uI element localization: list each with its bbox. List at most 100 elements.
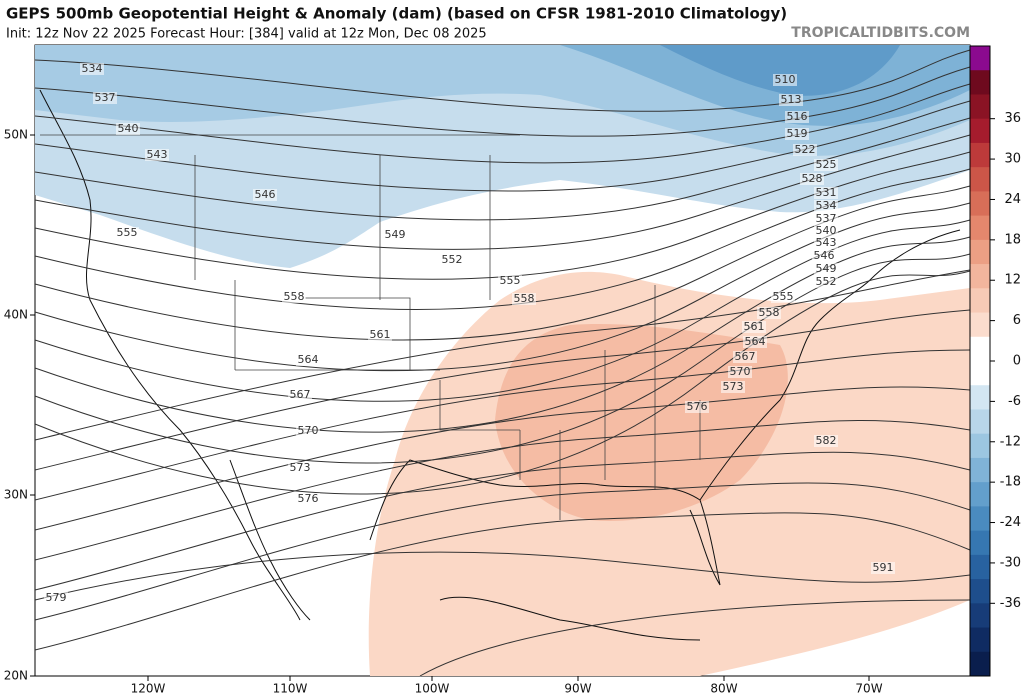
contour-line (34, 151, 971, 280)
contour-label-bg (814, 263, 838, 275)
lat-label: 30N (4, 488, 28, 502)
contour-label-bg (814, 159, 838, 171)
contour-label-bg (296, 354, 320, 366)
colorbar-band (970, 530, 990, 556)
contour-label: 561 (370, 328, 391, 341)
contour-label-bg (871, 562, 895, 574)
contour-label-bg (812, 250, 836, 262)
contour-label: 558 (514, 292, 535, 305)
contour-line (34, 117, 971, 221)
contour-label: 579 (46, 591, 67, 604)
colorbar-band (970, 312, 990, 338)
contour-label: 558 (284, 290, 305, 303)
contour-label: 540 (816, 224, 837, 237)
contour-line (419, 599, 971, 677)
colorbar-band (970, 409, 990, 435)
contour-label: 546 (814, 249, 835, 262)
contour-label-bg (733, 351, 757, 363)
colorbar-band (970, 264, 990, 289)
title: GEPS 500mb Geopotential Height & Anomaly… (6, 5, 787, 23)
colorbar-band (970, 482, 990, 507)
colorbar-label: 6 (1013, 313, 1021, 328)
contour-line (34, 49, 971, 112)
contour-label-bg (743, 336, 767, 348)
contour-line (34, 270, 971, 495)
contour-label: 567 (290, 388, 311, 401)
contour-line (34, 420, 971, 561)
contour-label: 591 (873, 561, 894, 574)
contour-label-bg (793, 144, 817, 156)
contour-line (34, 349, 971, 501)
lon-label: 120W (131, 682, 166, 696)
contour-label-bg (296, 493, 320, 505)
contour-line (34, 66, 971, 137)
contour-label-bg (116, 123, 140, 135)
contour-label-bg (773, 74, 797, 86)
contour-label: 528 (802, 172, 823, 185)
contour-label-bg (512, 293, 536, 305)
contour-line (34, 185, 971, 341)
contour-label: 552 (816, 275, 837, 288)
colorbar-label: 36 (1004, 111, 1021, 126)
contour-line (34, 309, 971, 471)
contour-line (34, 236, 971, 433)
colorbar-band (970, 385, 990, 410)
contour-label: 558 (759, 306, 780, 319)
contour-label-bg (800, 173, 824, 185)
contour-label-bg (80, 63, 104, 75)
colorbar-label: 12 (1004, 273, 1021, 288)
contour-label: 576 (298, 492, 319, 505)
contour-label: 552 (442, 253, 463, 266)
contour-line (34, 168, 971, 311)
contour-label: 531 (816, 186, 837, 199)
contour-label: 570 (298, 424, 319, 437)
contour-label-bg (368, 329, 392, 341)
colorbar-band (970, 191, 990, 217)
contour-label: 561 (744, 320, 765, 333)
contour-label-bg (93, 92, 117, 104)
contour-line (34, 202, 971, 372)
colorbar-band (970, 288, 990, 314)
contour-label-bg (742, 321, 766, 333)
colorbar-label: -18 (1000, 475, 1021, 490)
colorbar-label: -24 (1000, 515, 1021, 530)
contour-label-bg (814, 435, 838, 447)
lon-label: 80W (710, 682, 737, 696)
contour-line (34, 551, 971, 601)
colorbar-band (970, 118, 990, 144)
contour-label: 555 (500, 274, 521, 287)
contour-label: 576 (687, 400, 708, 413)
contour-label-bg (814, 200, 838, 212)
contour-label-bg (814, 237, 838, 249)
contour-label-bg (814, 213, 838, 225)
contour-label: 573 (290, 461, 311, 474)
contour-label: 573 (723, 380, 744, 393)
contour-label-bg (785, 111, 809, 123)
colorbar-band (970, 94, 990, 120)
contour-label: 567 (735, 350, 756, 363)
colorbar-label: -6 (1008, 394, 1021, 409)
colorbar-band (970, 167, 990, 192)
watermark: TROPICALTIDBITS.COM (791, 25, 970, 41)
contour-line (34, 482, 971, 621)
colorbar-label: 30 (1004, 152, 1021, 167)
contour-label-bg (440, 254, 464, 266)
contour-label: 513 (781, 93, 802, 106)
colorbar-band (970, 579, 990, 604)
contour-line (34, 83, 971, 164)
contour-label-bg (44, 592, 68, 604)
contour-label-bg (785, 128, 809, 140)
contour-label-bg (814, 276, 838, 288)
colorbar-band (970, 627, 990, 653)
contour-label-bg (288, 462, 312, 474)
contour-label-bg (296, 425, 320, 437)
colorbar-band (970, 239, 990, 265)
contour-label-bg (115, 227, 139, 239)
contour-label-bg (383, 229, 407, 241)
colorbar-band (970, 336, 990, 362)
colorbar-band (970, 215, 990, 241)
contour-label-bg (814, 225, 838, 237)
colorbar-band (970, 142, 990, 168)
